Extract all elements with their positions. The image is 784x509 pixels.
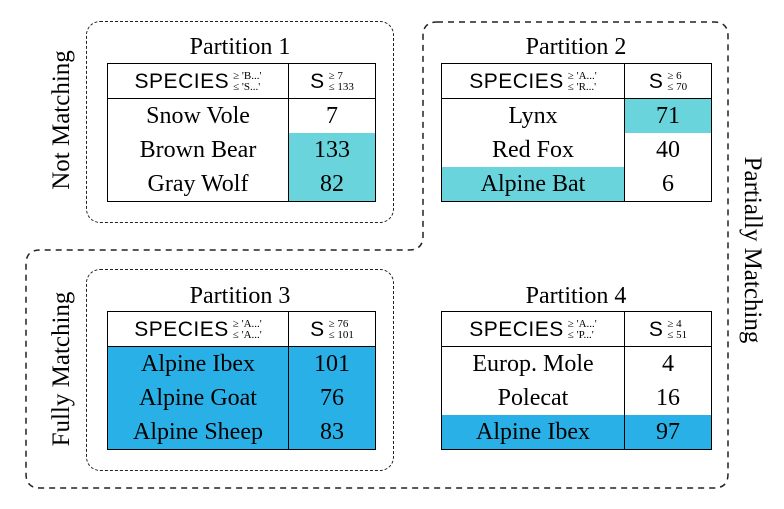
table-row: Polecat 16 — [441, 381, 712, 415]
s-cell: 76 — [288, 381, 376, 415]
s-cell: 16 — [656, 384, 680, 411]
species-header-label: SPECIES — [469, 318, 564, 341]
partition-2-title: Partition 2 — [525, 34, 627, 60]
species-cell: Alpine Ibex — [107, 346, 289, 381]
species-header: SPECIES ≥ 'A...' ≤ 'A...' — [107, 311, 289, 347]
s-header-label: S — [310, 318, 325, 341]
s-cell: 101 — [288, 346, 376, 381]
partition-4-title: Partition 4 — [525, 283, 627, 309]
table-header-row: SPECIES ≥ 'A...' ≤ 'R...' S ≥ 6 ≤ 70 — [441, 63, 712, 99]
species-header-label: SPECIES — [134, 318, 229, 341]
partition-3-table: SPECIES ≥ 'A...' ≤ 'A...' S ≥ 76 ≤ 101 Alpin… — [107, 311, 376, 450]
s-lower-bound: ≥ 4 — [667, 318, 682, 330]
s-cell: 7 — [326, 102, 338, 129]
species-header: SPECIES ≥ 'B...' ≤ 'S...' — [107, 63, 289, 99]
s-cell: 71 — [624, 98, 712, 133]
s-upper-bound: ≤ 51 — [667, 329, 688, 341]
species-cell: Polecat — [441, 381, 625, 415]
species-lower-bound: ≥ 'B...' — [233, 70, 262, 82]
partition-1-title: Partition 1 — [189, 34, 291, 60]
partition-4-table: SPECIES ≥ 'A...' ≤ 'P...' S ≥ 4 ≤ 51 Europ. … — [441, 311, 712, 450]
table-row: Snow Vole 7 — [107, 98, 376, 133]
species-cell: Alpine Ibex — [441, 415, 625, 450]
table-row: Lynx 71 — [441, 98, 712, 133]
s-header: S ≥ 6 ≤ 70 — [624, 63, 712, 99]
s-cell: 82 — [288, 167, 376, 202]
species-upper-bound: ≤ 'A...' — [232, 329, 262, 341]
table-row: Red Fox 40 — [441, 133, 712, 167]
table-row: Europ. Mole 4 — [441, 346, 712, 381]
species-cell: Europ. Mole — [441, 346, 625, 381]
table-header-row: SPECIES ≥ 'A...' ≤ 'P...' S ≥ 4 ≤ 51 — [441, 311, 712, 347]
table-row: Alpine Ibex 97 — [441, 415, 712, 450]
s-lower-bound: ≥ 76 — [328, 318, 349, 330]
s-cell: 97 — [624, 415, 712, 450]
species-cell: Red Fox — [441, 133, 625, 167]
s-cell: 4 — [662, 350, 674, 377]
s-cell: 40 — [656, 136, 680, 163]
s-lower-bound: ≥ 7 — [328, 70, 343, 82]
species-header: SPECIES ≥ 'A...' ≤ 'R...' — [441, 63, 625, 99]
s-header-label: S — [648, 318, 664, 341]
s-upper-bound: ≤ 133 — [328, 81, 354, 93]
species-cell: Brown Bear — [107, 133, 289, 167]
s-upper-bound: ≤ 70 — [667, 81, 688, 93]
table-header-row: SPECIES ≥ 'A...' ≤ 'A...' S ≥ 76 ≤ 101 — [107, 311, 376, 347]
species-lower-bound: ≥ 'A...' — [567, 70, 597, 82]
s-cell: 83 — [288, 415, 376, 450]
partition-2-table: SPECIES ≥ 'A...' ≤ 'R...' S ≥ 6 ≤ 70 Lynx 71… — [441, 63, 712, 202]
s-cell: 133 — [288, 133, 376, 167]
partially-matching-label: Partially Matching — [739, 156, 766, 344]
s-cell: 6 — [662, 170, 674, 197]
s-header: S ≥ 76 ≤ 101 — [288, 311, 376, 347]
fully-matching-label: Fully Matching — [48, 291, 75, 447]
s-header: S ≥ 4 ≤ 51 — [624, 311, 712, 347]
table-row: Alpine Goat 76 — [107, 381, 376, 415]
s-upper-bound: ≤ 101 — [328, 329, 354, 341]
s-header: S ≥ 7 ≤ 133 — [288, 63, 376, 99]
species-header: SPECIES ≥ 'A...' ≤ 'P...' — [441, 311, 625, 347]
species-lower-bound: ≥ 'A...' — [232, 318, 262, 330]
table-header-row: SPECIES ≥ 'B...' ≤ 'S...' S ≥ 7 ≤ 133 — [107, 63, 376, 99]
partition-3-title: Partition 3 — [189, 283, 291, 309]
table-row: Alpine Bat 6 — [441, 167, 712, 202]
species-cell: Lynx — [441, 98, 625, 133]
table-row: Alpine Ibex 101 — [107, 346, 376, 381]
species-cell: Alpine Goat — [107, 381, 289, 415]
species-upper-bound: ≤ 'S...' — [233, 81, 261, 93]
s-header-label: S — [310, 70, 325, 93]
table-row: Alpine Sheep 83 — [107, 415, 376, 450]
species-upper-bound: ≤ 'R...' — [567, 81, 597, 93]
s-lower-bound: ≥ 6 — [667, 70, 682, 82]
species-lower-bound: ≥ 'A...' — [567, 318, 597, 330]
species-cell: Alpine Bat — [441, 167, 625, 202]
species-cell: Alpine Sheep — [107, 415, 289, 450]
species-upper-bound: ≤ 'P...' — [567, 329, 594, 341]
s-header-label: S — [648, 70, 664, 93]
table-row: Brown Bear 133 — [107, 133, 376, 167]
species-cell: Gray Wolf — [107, 167, 289, 202]
table-row: Gray Wolf 82 — [107, 167, 376, 202]
partition-1-table: SPECIES ≥ 'B...' ≤ 'S...' S ≥ 7 ≤ 133 Snow V… — [107, 63, 376, 202]
species-header-label: SPECIES — [134, 70, 230, 93]
species-cell: Snow Vole — [107, 98, 289, 133]
not-matching-label: Not Matching — [48, 50, 75, 190]
species-header-label: SPECIES — [469, 70, 564, 93]
